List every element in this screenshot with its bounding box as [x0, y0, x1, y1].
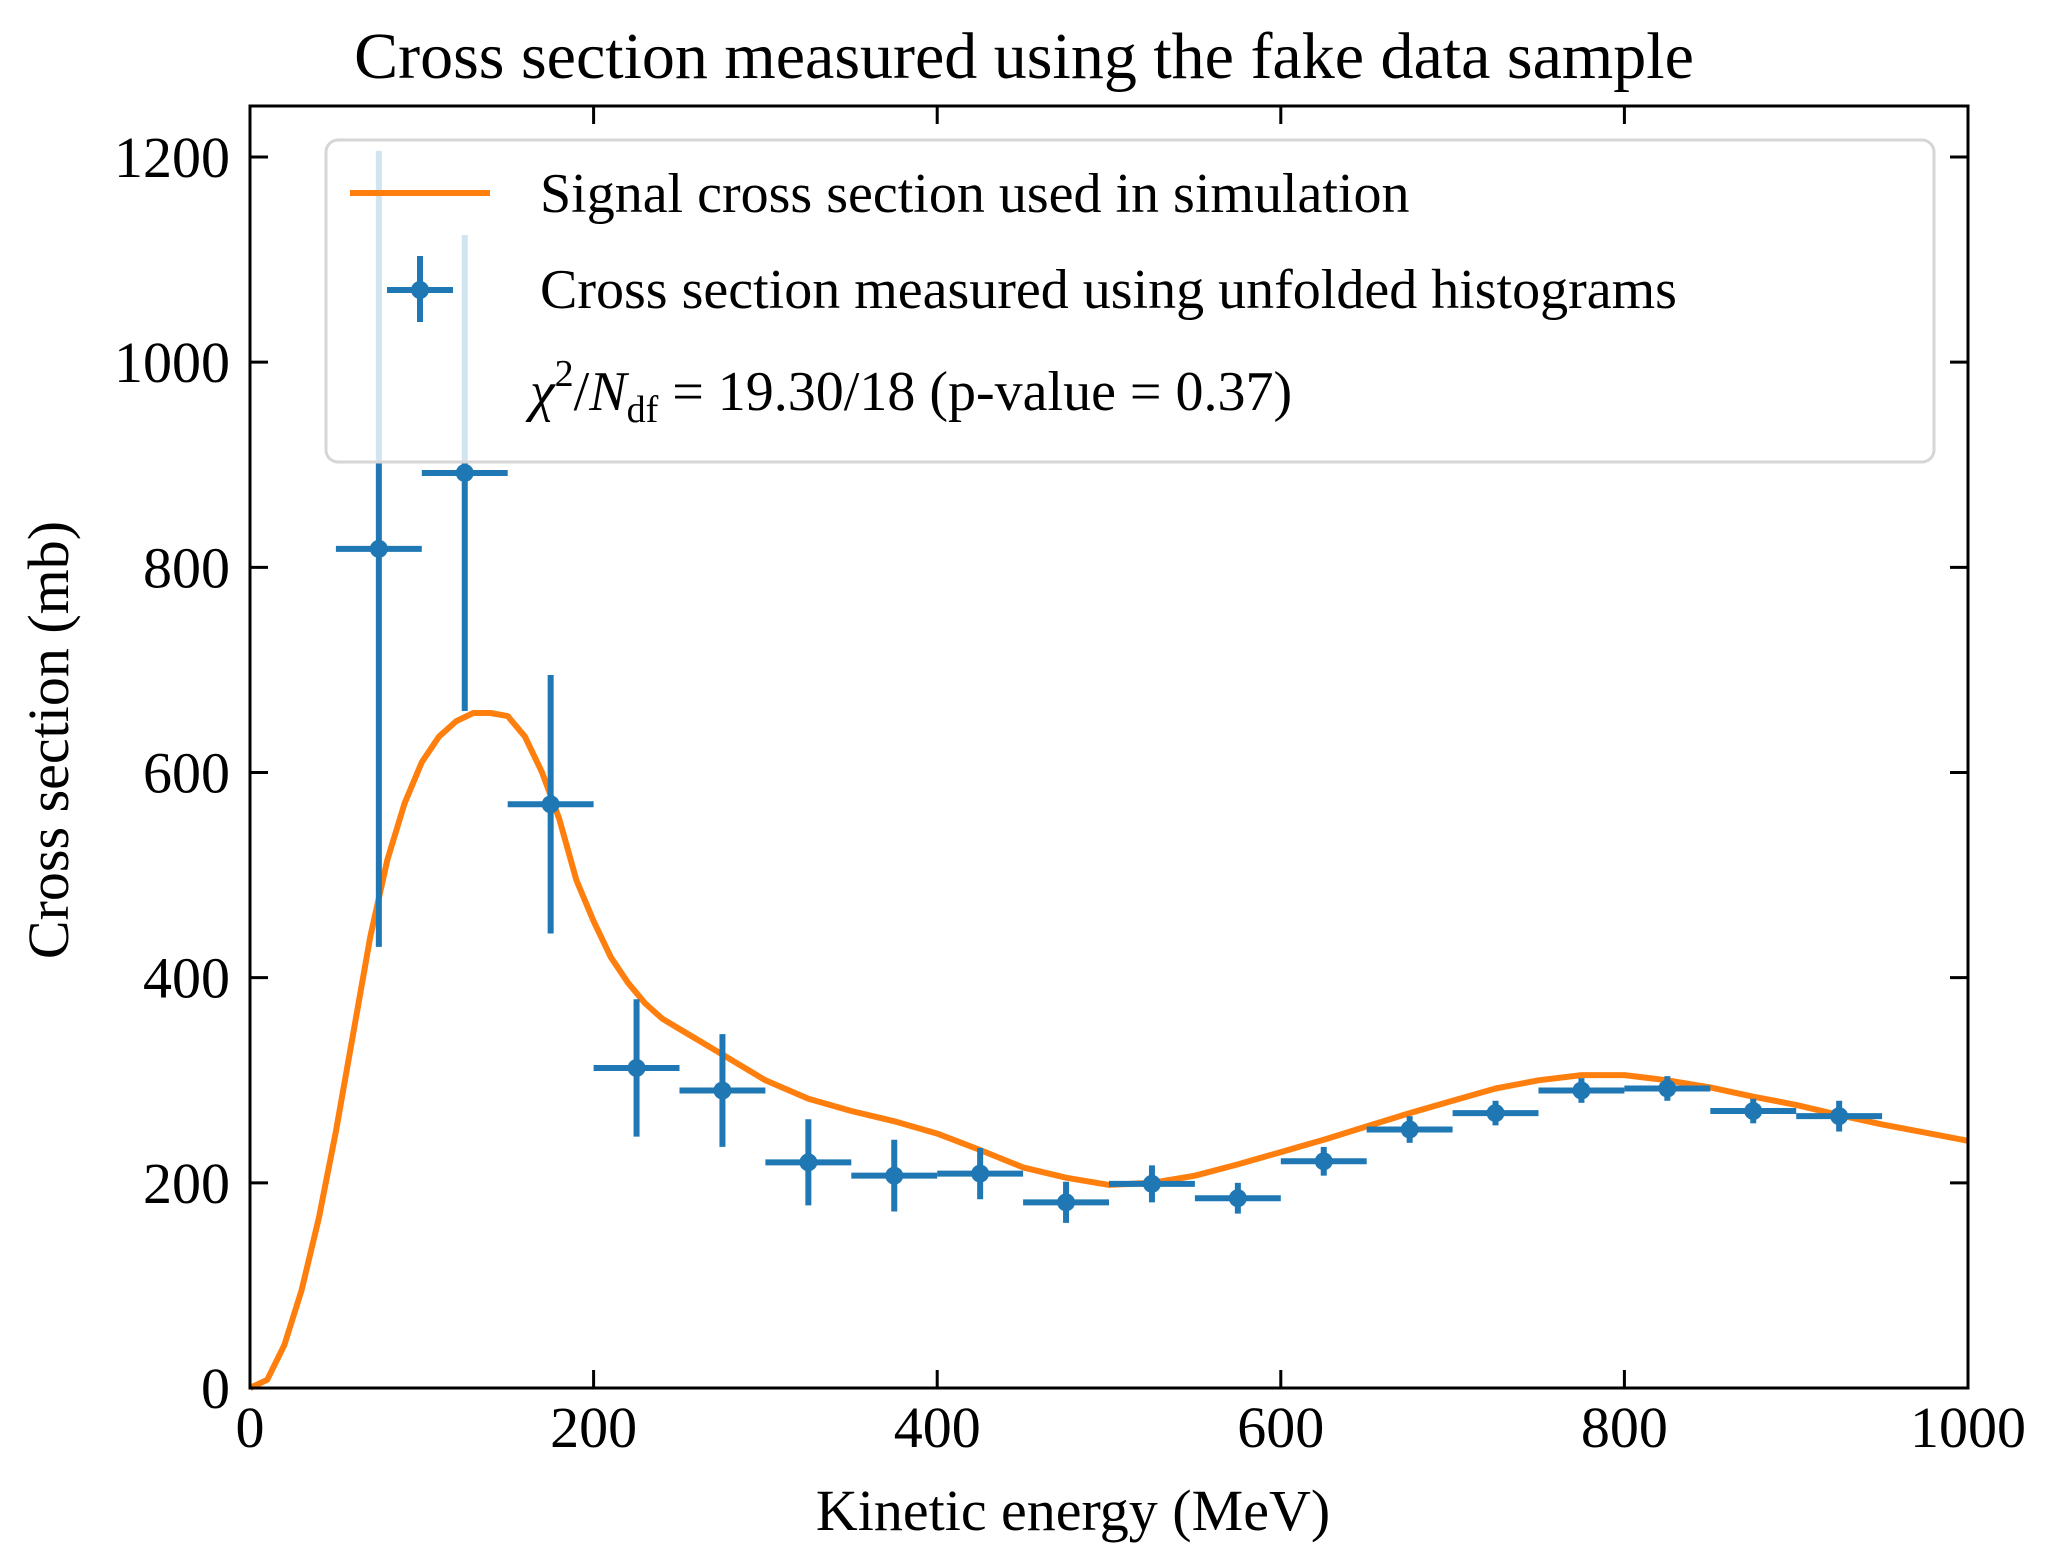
- measured-marker: [799, 1153, 818, 1172]
- plot-frame: [248, 104, 1970, 1390]
- measured-marker: [885, 1166, 904, 1185]
- measured-point: [937, 1147, 1024, 1200]
- legend-measured-swatch: [387, 256, 453, 322]
- y-tick-label: 600: [143, 741, 230, 806]
- measured-point: [593, 999, 680, 1137]
- measured-marker: [369, 539, 388, 558]
- measured-marker: [713, 1081, 732, 1100]
- x-tick-label: 400: [894, 1395, 981, 1460]
- measured-marker: [1400, 1120, 1419, 1139]
- chart-title: Cross section measured using the fake da…: [354, 20, 1694, 93]
- measured-point: [1710, 1098, 1797, 1124]
- measured-marker: [1658, 1079, 1677, 1098]
- legend-chi2-text: χ2/Ndf = 19.30/18 (p-value = 0.37): [525, 353, 1292, 431]
- y-tick-label: 0: [201, 1356, 230, 1421]
- y-tick-label: 400: [143, 946, 230, 1011]
- measured-point: [1538, 1078, 1625, 1103]
- x-tick-label: 200: [550, 1395, 637, 1460]
- measured-point: [1366, 1116, 1453, 1143]
- measured-point: [1452, 1100, 1539, 1126]
- chi2-slash: /: [574, 361, 590, 423]
- legend-signal-label: Signal cross section used in simulation: [540, 163, 1409, 225]
- measured-marker: [1486, 1104, 1505, 1123]
- measured-marker: [1572, 1081, 1591, 1100]
- signal-curve-layer: [248, 710, 1969, 1391]
- measured-marker: [1744, 1102, 1763, 1121]
- y-tick-label: 800: [143, 535, 230, 600]
- measured-marker: [1228, 1189, 1247, 1208]
- measured-point: [1624, 1076, 1711, 1101]
- chi2-symbol: χ: [525, 361, 556, 423]
- x-tick-label: 800: [1581, 1395, 1668, 1460]
- measured-point: [765, 1119, 852, 1206]
- y-tick-label: 1000: [114, 330, 230, 395]
- y-tick-label: 1200: [114, 125, 230, 190]
- y-tick-label: 200: [143, 1151, 230, 1216]
- measured-marker: [1057, 1193, 1076, 1212]
- measured-point: [679, 1034, 766, 1147]
- chi2-value: = 19.30/18 (p-value = 0.37): [658, 361, 1292, 423]
- y-axis-label: Cross section (mb): [16, 521, 81, 959]
- axis-ticks: 0 200 400 600 800 1000 0 200 400 600 800 1000 1200: [114, 106, 2026, 1460]
- measured-marker: [1314, 1152, 1333, 1171]
- measured-marker: [627, 1058, 646, 1077]
- measured-point: [507, 675, 594, 934]
- measured-marker: [1830, 1107, 1849, 1126]
- measured-point: [1194, 1182, 1281, 1214]
- chi2-power: 2: [555, 353, 574, 395]
- legend: Signal cross section used in simulation …: [324, 138, 1936, 464]
- measured-marker: [1142, 1174, 1161, 1193]
- measured-marker: [455, 463, 474, 482]
- x-tick-label: 1000: [1910, 1395, 2026, 1460]
- legend-box: [324, 138, 1936, 464]
- measured-point: [1796, 1100, 1883, 1132]
- measured-point: [1109, 1165, 1195, 1203]
- measured-point: [1023, 1181, 1109, 1223]
- measured-point: [851, 1139, 938, 1212]
- measured-marker: [971, 1164, 990, 1183]
- x-tick-label: 600: [1237, 1395, 1324, 1460]
- signal-line: [248, 710, 1969, 1391]
- measured-point: [1280, 1146, 1367, 1176]
- measured-marker: [541, 795, 560, 814]
- legend-measured-label: Cross section measured using unfolded hi…: [540, 259, 1677, 321]
- x-tick-label: 0: [236, 1395, 265, 1460]
- x-axis-label: Kinetic energy (MeV): [816, 1478, 1330, 1543]
- chi2-sub: df: [627, 389, 659, 431]
- chi2-n: N: [588, 361, 629, 423]
